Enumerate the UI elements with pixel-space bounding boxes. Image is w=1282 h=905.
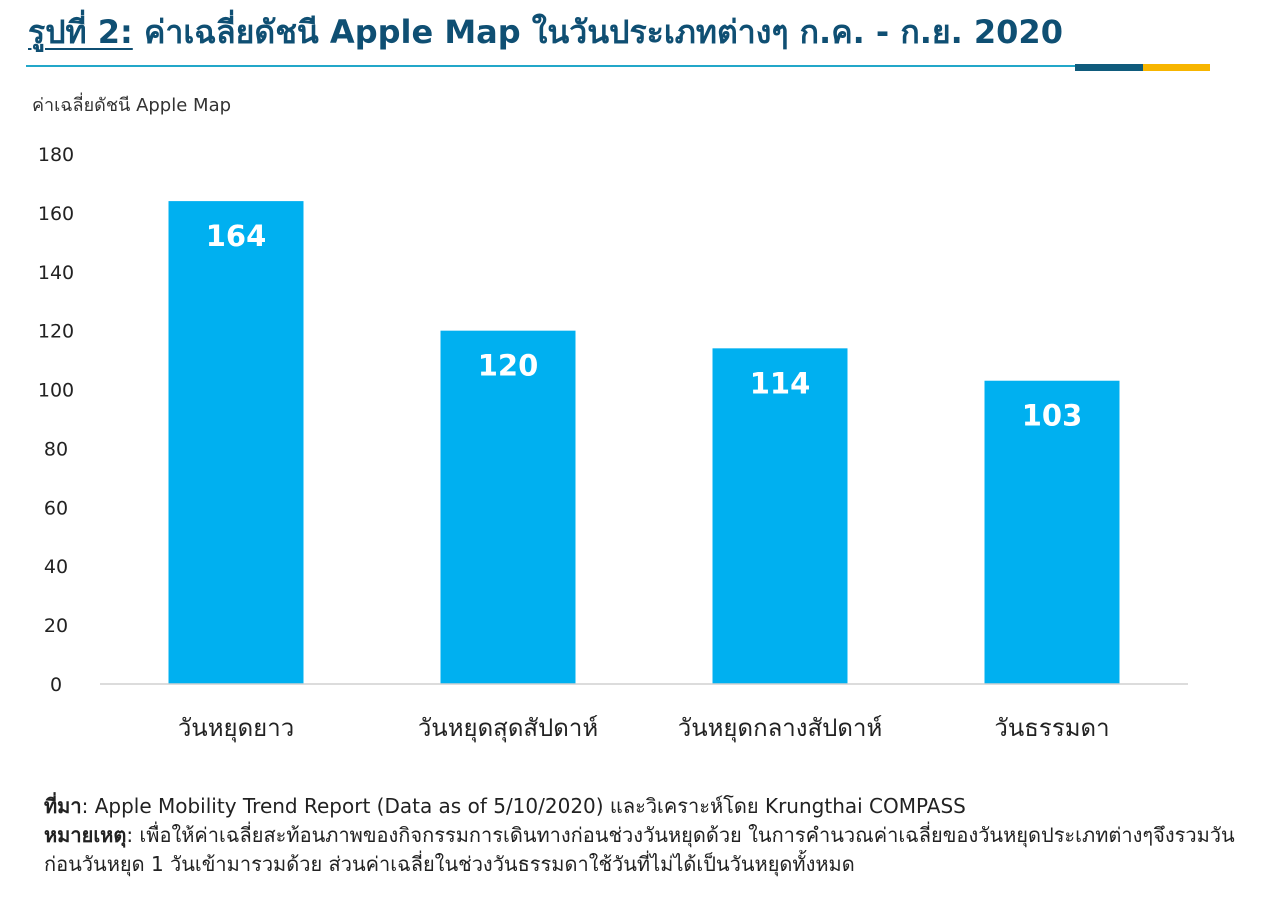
note-line: หมายเหตุ: เพื่อให้ค่าเฉลี่ยสะท้อนภาพของก… (44, 821, 1264, 879)
y-tick-label: 20 (44, 615, 68, 637)
bar (168, 201, 304, 684)
y-tick-label: 60 (44, 497, 68, 519)
y-tick-label: 120 (38, 321, 74, 343)
footnote: ที่มา: Apple Mobility Trend Report (Data… (44, 792, 1264, 879)
data-label: 164 (206, 219, 267, 253)
category-label: วันหยุดสุดสัปดาห์ (418, 714, 598, 743)
y-tick-label: 180 (38, 144, 74, 166)
data-label: 120 (478, 349, 539, 383)
y-tick-label: 160 (38, 203, 74, 225)
category-label: วันหยุดกลางสัปดาห์ (678, 714, 883, 743)
bar (984, 380, 1120, 684)
y-tick-label: 40 (44, 556, 68, 578)
accent-bar-gold (1143, 64, 1210, 71)
y-tick-label: 100 (38, 380, 74, 402)
source-key: ที่มา (44, 794, 82, 818)
source-line: ที่มา: Apple Mobility Trend Report (Data… (44, 792, 1264, 821)
title-underline (26, 65, 1210, 67)
y-axis-title: ค่าเฉลี่ยดัชนี Apple Map (32, 95, 232, 116)
bars: 164 120 114 103 (168, 201, 1120, 684)
category-label: วันหยุดยาว (178, 714, 294, 743)
data-label: 114 (750, 366, 811, 400)
y-axis-ticks: 0 20 40 60 80 100 120 140 160 180 (38, 144, 74, 696)
note-key: หมายเหตุ (44, 823, 127, 847)
page-title: รูปที่ 2: ค่าเฉลี่ยดัชนี Apple Map ในวัน… (28, 8, 1063, 56)
y-tick-label: 80 (44, 438, 68, 460)
bar (712, 348, 848, 684)
source-text: : Apple Mobility Trend Report (Data as o… (81, 794, 966, 818)
data-label: 103 (1022, 399, 1083, 433)
y-tick-label: 0 (50, 674, 62, 696)
category-label: วันธรรมดา (994, 714, 1109, 742)
accent-bar-blue (1075, 64, 1143, 71)
bar (440, 330, 576, 684)
y-tick-label: 140 (38, 262, 74, 284)
note-text: : เพื่อให้ค่าเฉลี่ยสะท้อนภาพของกิจกรรมกา… (44, 823, 1235, 876)
figure-title: ค่าเฉลี่ยดัชนี Apple Map ในวันประเภทต่าง… (132, 13, 1063, 51)
x-axis-labels: วันหยุดยาว วันหยุดสุดสัปดาห์ วันหยุดกลางสั… (178, 714, 1110, 743)
figure-number: รูปที่ 2: (28, 13, 133, 51)
